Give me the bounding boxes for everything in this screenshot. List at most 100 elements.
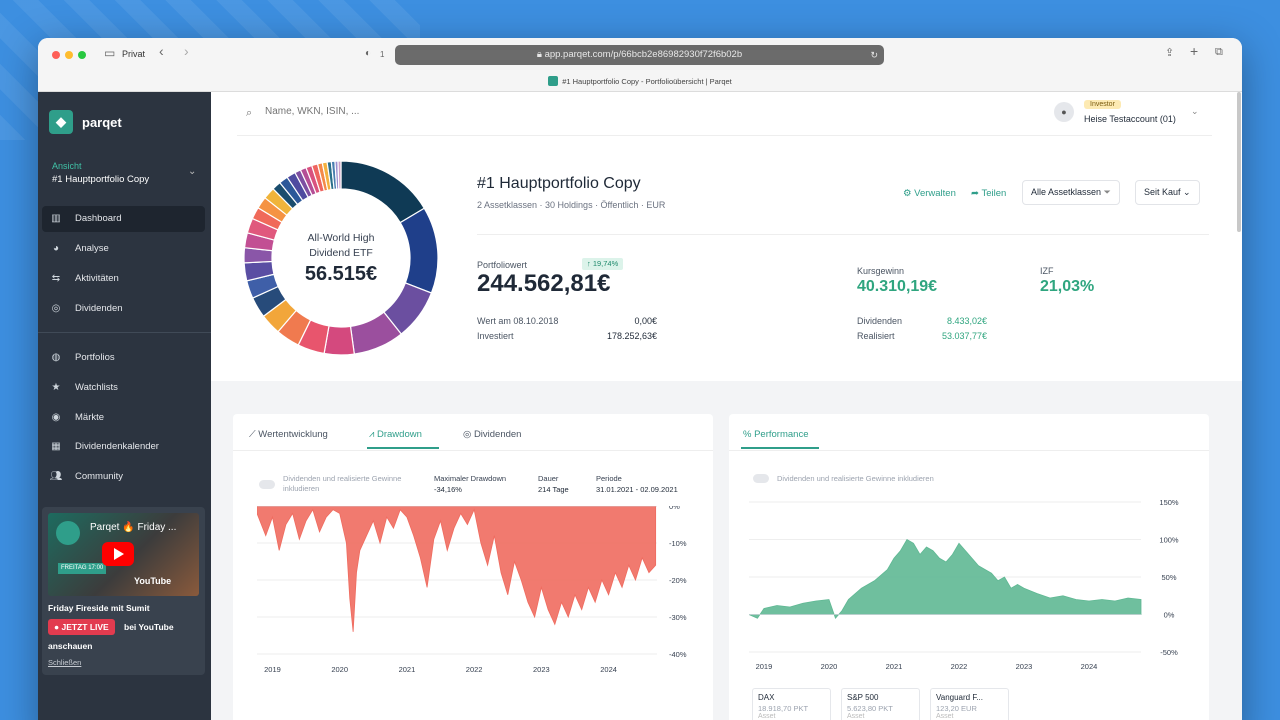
invested-label: Investiert	[477, 331, 514, 341]
view-selector[interactable]: #1 Hauptportfolio Copy	[52, 174, 150, 185]
users-icon: 👥︎	[49, 471, 63, 482]
benchmark-card[interactable]: Vanguard F... 123,20 EUR Asset	[930, 688, 1009, 720]
live-badge[interactable]: ● JETZT LIVE	[48, 619, 115, 635]
include-dividends-toggle[interactable]	[753, 474, 769, 483]
parqet-logo-icon[interactable]: ◆	[49, 110, 73, 134]
sidebar-item-dividenden[interactable]: ◎ Dividenden	[42, 296, 205, 322]
benchmark-card[interactable]: S&P 500 5.623,80 PKT Asset	[841, 688, 920, 720]
calendar-icon: ▦	[51, 441, 61, 452]
irr-value: 21,03%	[1040, 278, 1095, 295]
lock-icon: 🔒︎	[536, 49, 545, 60]
portfolio-overview: ⌕ ● Investor Heise Testaccount (01) ⌄ Al…	[211, 92, 1242, 381]
x-tick-label: 2020	[331, 665, 348, 674]
tab-overview-icon[interactable]: ⧉	[1215, 46, 1223, 58]
search-input[interactable]	[265, 106, 665, 117]
donut-slice[interactable]	[340, 160, 426, 224]
sidebar-item-aktivitaeten[interactable]: ⇆ Aktivitäten	[42, 266, 205, 292]
invested-value: 178.252,63€	[606, 331, 657, 341]
max-drawdown-label: Maximaler Drawdown	[434, 474, 507, 483]
privacy-shield-icon[interactable]: ◐	[365, 48, 372, 59]
maximize-window-icon[interactable]	[78, 51, 86, 59]
page-scrollbar[interactable]	[1235, 92, 1242, 242]
close-window-icon[interactable]	[52, 51, 60, 59]
performance-chart[interactable]: 150% 100% 50% 0% -50% 2019 2020 2021 2022 2023 202…	[749, 494, 1205, 680]
sidebar-item-dividendenkalender[interactable]: ▦ Dividendenkalender	[42, 434, 205, 460]
tab-drawdown[interactable]: ⩘ Drawdown	[369, 429, 422, 440]
asset-filter-label: Alle Assetklassen	[1031, 187, 1102, 197]
chevron-down-icon[interactable]: ⌄	[1191, 106, 1199, 116]
line-chart-icon: ⟋	[249, 429, 259, 440]
period-select-label: Seit Kauf	[1144, 187, 1181, 197]
benchmark-card[interactable]: DAX 18.918,70 PKT Asset	[752, 688, 831, 720]
tab-performance[interactable]: % Performance	[743, 429, 808, 440]
area-chart-icon: ⩘	[369, 429, 377, 440]
donut-slice[interactable]	[337, 160, 342, 190]
minimize-window-icon[interactable]	[65, 51, 73, 59]
manage-button[interactable]: ⚙︎ Verwalten	[903, 188, 956, 199]
share-button[interactable]: ➦ Teilen	[971, 188, 1006, 199]
holdings-donut-chart[interactable]	[243, 160, 439, 356]
y-tick-label: 50%	[1161, 573, 1176, 582]
toggle-label: Dividenden und realisierte Gewinne	[283, 474, 402, 483]
active-tab-indicator	[367, 447, 439, 449]
active-tab[interactable]: #1 Hauptportfolio Copy - Portfolioübersi…	[38, 76, 1242, 86]
scrollbar-thumb[interactable]	[1237, 92, 1241, 232]
x-tick-label: 2024	[600, 665, 617, 674]
period-select[interactable]: Seit Kauf ⌄	[1135, 180, 1200, 205]
period-label: Periode	[596, 474, 622, 483]
dashboard-icon: ▥	[51, 213, 61, 224]
sidebar-item-maerkte[interactable]: ◉ Märkte	[42, 405, 205, 431]
chevron-down-icon[interactable]: ⌄	[188, 166, 197, 177]
sidebar-item-watchlists[interactable]: ★ Watchlists	[42, 375, 205, 401]
y-tick-label: -20%	[669, 576, 687, 585]
account-name[interactable]: Heise Testaccount (01)	[1084, 114, 1176, 124]
benchmark-value: 5.623,80 PKT	[847, 704, 893, 713]
view-label: Ansicht	[52, 161, 82, 171]
url-bar[interactable]: 🔒︎ app.parqet.com/p/66bcb2e86982930f72f6…	[395, 45, 884, 65]
reload-icon[interactable]: ↻	[870, 50, 878, 60]
x-tick-label: 2023	[1016, 662, 1033, 671]
tab-title: #1 Hauptportfolio Copy - Portfolioübersi…	[562, 77, 732, 86]
x-tick-label: 2019	[264, 665, 281, 674]
value-date-label: Wert am 08.10.2018	[477, 316, 559, 326]
brand-name[interactable]: parqet	[82, 115, 122, 130]
tab-wertentwicklung[interactable]: ⟋ Wertentwicklung	[249, 429, 328, 440]
back-icon[interactable]: ‹	[159, 43, 164, 59]
sidebar-item-community[interactable]: 👥︎ Community	[42, 464, 205, 490]
globe-icon: ◉	[51, 412, 61, 423]
video-thumbnail[interactable]: Parqet 🔥 Friday ... FREITAG 17:00 YouTub…	[48, 513, 199, 596]
tab-dividenden[interactable]: ◎ Dividenden	[463, 429, 521, 440]
area-series	[257, 506, 657, 632]
sidebar-item-analyse[interactable]: ◕ Analyse	[42, 236, 205, 262]
donut-center-label: Dividend ETF	[309, 247, 373, 259]
x-tick-label: 2021	[399, 665, 416, 674]
sidebar-item-dashboard[interactable]: ▥ Dashboard	[42, 206, 205, 232]
new-tab-icon[interactable]: +	[1190, 43, 1199, 59]
area-series	[749, 538, 1142, 620]
x-tick-label: 2024	[1081, 662, 1098, 671]
sidebar-item-label: Community	[75, 471, 124, 482]
promo-close-link[interactable]: Schließen	[48, 658, 82, 667]
forward-icon[interactable]: ›	[184, 43, 189, 59]
include-dividends-toggle[interactable]	[259, 480, 275, 489]
benchmark-type: Asset	[936, 713, 954, 720]
user-avatar-icon[interactable]: ●	[1054, 102, 1074, 122]
dividends-value: 8.433,02€	[946, 316, 987, 326]
gain-value: 40.310,19€	[857, 278, 938, 295]
share-icon[interactable]: ⇪	[1165, 47, 1175, 59]
percent-icon: %	[743, 429, 755, 440]
portfolio-title: #1 Hauptportfolio Copy	[477, 175, 641, 192]
tab-label: Performance	[754, 429, 809, 440]
live-stream-promo: Parqet 🔥 Friday ... FREITAG 17:00 YouTub…	[42, 507, 205, 675]
benchmark-type: Asset	[847, 713, 865, 720]
drawdown-card: ⟋ Wertentwicklung ⩘ Drawdown ◎ Dividende…	[233, 414, 713, 720]
sidebar-item-label: Watchlists	[75, 382, 118, 393]
youtube-play-icon[interactable]	[102, 542, 134, 566]
browser-titlebar: ▭ Privat ‹ › ◐ 1 🔒︎ app.parqet.com/p/66b…	[38, 38, 1242, 92]
asset-class-filter[interactable]: Alle Assetklassen ⏷	[1022, 180, 1120, 205]
value-change-badge: ↑ 19,74%	[582, 258, 624, 270]
sidebar-item-portfolios[interactable]: ◍ Portfolios	[42, 345, 205, 371]
sidebar-toggle-icon[interactable]: ▭	[104, 46, 116, 60]
donut-slice[interactable]	[399, 207, 439, 294]
drawdown-chart[interactable]: 0% -10% -20% -30% -40% 2019 2020 2021 2022 2023 20…	[257, 506, 709, 676]
